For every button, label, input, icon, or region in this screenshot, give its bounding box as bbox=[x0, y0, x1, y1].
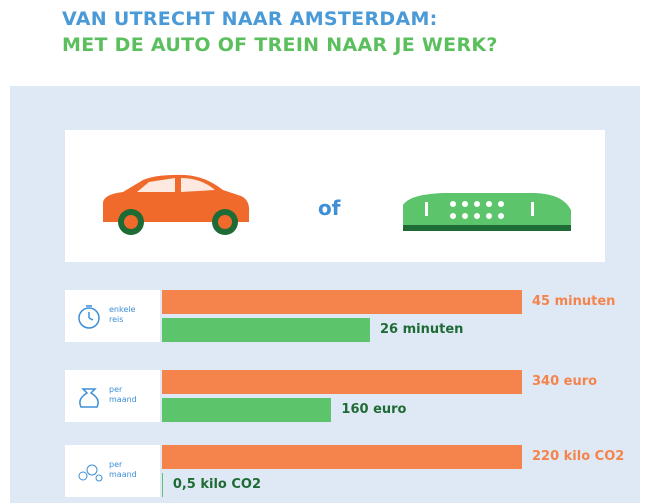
bar-row: enkele reis 45 minuten 26 minuten bbox=[65, 290, 625, 342]
value-label: 45 minuten bbox=[532, 290, 615, 314]
subtitle: MET DE AUTO OF TREIN NAAR JE WERK? bbox=[62, 34, 498, 56]
row-label: enkele reis bbox=[109, 305, 145, 325]
bar bbox=[162, 318, 370, 342]
row-icon bbox=[75, 458, 105, 488]
bar-row: per maand 220 kilo CO2 0,5 kilo CO2 bbox=[65, 445, 625, 497]
page: VAN UTRECHT NAAR AMSTERDAM: MET DE AUTO … bbox=[0, 0, 650, 503]
value-label: 160 euro bbox=[341, 398, 406, 422]
car-icon bbox=[103, 175, 249, 235]
value-label: 220 kilo CO2 bbox=[532, 445, 624, 469]
bar bbox=[162, 398, 331, 422]
row-label-box: per maand bbox=[65, 370, 160, 422]
train-icon bbox=[403, 193, 571, 231]
row-icon bbox=[75, 383, 105, 413]
row-label: per maand bbox=[109, 385, 145, 405]
value-label: 340 euro bbox=[532, 370, 597, 394]
connector: of bbox=[318, 196, 340, 220]
bar bbox=[162, 290, 522, 314]
bar bbox=[162, 473, 163, 497]
row-label-box: per maand bbox=[65, 445, 160, 497]
value-label: 0,5 kilo CO2 bbox=[173, 473, 261, 497]
value-label: 26 minuten bbox=[380, 318, 463, 342]
bar-row: per maand 340 euro 160 euro bbox=[65, 370, 625, 422]
row-label-box: enkele reis bbox=[65, 290, 160, 342]
row-label: per maand bbox=[109, 460, 145, 480]
bar bbox=[162, 370, 522, 394]
row-icon bbox=[75, 303, 105, 333]
bar bbox=[162, 445, 522, 469]
title: VAN UTRECHT NAAR AMSTERDAM: bbox=[62, 8, 438, 30]
